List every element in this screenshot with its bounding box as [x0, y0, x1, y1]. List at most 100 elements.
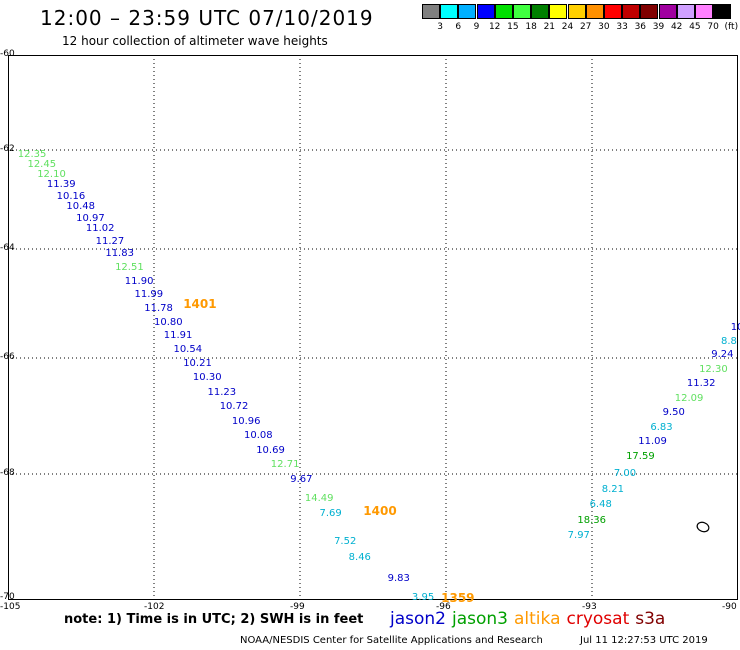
island-outline	[696, 521, 710, 533]
wave-height-value: 11.90	[124, 275, 154, 287]
wave-height-value: 10.97	[76, 213, 105, 225]
wave-height-value: 10.08	[244, 430, 273, 442]
wave-height-value: 7.52	[334, 536, 357, 548]
wave-height-value: 12.30	[699, 363, 728, 375]
map-subtitle: 12 hour collection of altimeter wave hei…	[62, 34, 328, 48]
wave-height-value: 12.10	[37, 168, 66, 180]
wave-height-value: 10.30	[192, 372, 222, 384]
longitude-label: -105	[0, 602, 21, 612]
longitude-label: -102	[144, 602, 165, 612]
wave-height-value: 11.99	[134, 289, 164, 301]
map-title: 12:00 – 23:59 UTC 07/10/2019	[40, 6, 374, 30]
wave-height-value: 7.97	[567, 530, 590, 541]
latitude-label: -62	[0, 144, 15, 154]
credit-text: NOAA/NESDIS Center for Satellite Applica…	[240, 635, 543, 646]
colorbar-label: 12	[488, 22, 501, 32]
colorbar-swatch	[713, 4, 732, 19]
wave-height-value: 11.32	[686, 378, 716, 390]
wave-height-value: 9.67	[290, 474, 313, 486]
colorbar-label: 9	[473, 22, 480, 32]
colorbar-label: 18	[525, 22, 537, 32]
wave-height-value: 10.72	[219, 401, 249, 413]
wave-height-value: 12.51	[115, 262, 144, 274]
wave-height-value: 10.48	[66, 200, 96, 212]
colorbar-swatch	[622, 4, 641, 19]
colorbar-label: 36	[634, 22, 647, 32]
wave-height-value: 6.48	[589, 499, 612, 510]
legend-jason2: jason2	[390, 609, 446, 629]
legend-s3a: s3a	[635, 609, 666, 629]
map-plot-area	[8, 55, 738, 600]
colorbar-swatch	[549, 4, 568, 19]
timestamp-text: Jul 11 12:27:53 UTC 2019	[580, 635, 708, 646]
wave-height-value: 11.09	[638, 436, 667, 448]
wave-height-value: 7.00	[613, 468, 637, 479]
colorbar-swatch	[567, 4, 586, 19]
wave-height-value: 10.54	[173, 343, 203, 355]
colorbar-label: 6	[455, 22, 462, 32]
colorbar-swatch	[585, 4, 604, 19]
wave-height-value: 10.16	[56, 191, 86, 203]
latitude-label: -64	[0, 243, 15, 253]
colorbar-label: 33	[616, 22, 628, 32]
colorbar-swatch	[513, 4, 531, 19]
legend-cryosat: cryosat	[566, 609, 630, 629]
longitude-label: -90	[722, 602, 737, 612]
wave-height-value: 9.83	[387, 573, 410, 585]
wave-height-value: 10	[730, 322, 740, 334]
colorbar-swatch	[422, 4, 440, 19]
colorbar-swatch	[658, 4, 677, 19]
colorbar-label: 21	[543, 22, 556, 32]
wave-height-value: 3.95	[411, 592, 435, 603]
wave-height-value: 8.46	[348, 551, 371, 563]
colorbar-swatch	[640, 4, 659, 19]
latitude-label: -66	[0, 352, 15, 362]
wave-height-value: 18.36	[577, 514, 607, 526]
wave-height-value: 8.8	[720, 335, 737, 347]
colorbar-label: 3	[437, 22, 443, 32]
wave-height-value: 10.69	[256, 444, 285, 456]
colorbar-swatch	[494, 4, 513, 19]
wave-height-value: 11.27	[95, 235, 125, 247]
pass-time-label: 1401	[183, 296, 217, 311]
wave-height-value: 10.96	[231, 415, 261, 427]
wave-height-value: 12.35	[17, 148, 47, 160]
satellite-legend: jason2 jason3 altika cryosat s3a	[390, 609, 671, 629]
colorbar-label: (ft)	[724, 22, 739, 32]
wave-height-value: 9.24	[711, 349, 734, 361]
wave-height-value: 12.09	[674, 392, 704, 404]
colorbar-swatch	[676, 4, 695, 19]
legend-altika: altika	[514, 609, 561, 629]
colorbar-swatch	[604, 4, 622, 19]
colorbar-label: 24	[561, 22, 574, 32]
wave-height-value: 12.71	[270, 459, 300, 471]
colorbar-swatch	[476, 4, 495, 19]
colorbar-label: 15	[507, 22, 519, 32]
wave-height-value: 11.39	[46, 178, 76, 190]
pass-time-label: 1400	[363, 504, 397, 519]
pass-time-label: 1359	[441, 591, 475, 605]
legend-jason3: jason3	[452, 609, 508, 629]
wave-height-value: 9.50	[662, 407, 685, 419]
latitude-label: -68	[0, 468, 15, 478]
wave-height-value: 10.21	[183, 357, 212, 369]
latitude-label: -70	[0, 592, 15, 602]
wave-height-value: 17.59	[626, 450, 655, 462]
colorbar-label: 27	[579, 22, 592, 32]
wave-height-value: 7.69	[319, 508, 342, 520]
colorbar-label: 39	[652, 22, 665, 32]
colorbar-swatch	[695, 4, 713, 19]
wave-height-value: 11.78	[144, 302, 173, 314]
wave-height-value: 11.23	[207, 386, 237, 398]
wave-height-value: 12.45	[27, 158, 57, 170]
map-border	[8, 55, 738, 600]
colorbar-label: 30	[598, 22, 610, 32]
colorbar-label: 70	[707, 22, 719, 32]
latitude-label: -60	[0, 49, 15, 59]
wave-height-value: 14.49	[304, 492, 334, 504]
colorbar-label: 42	[670, 22, 683, 32]
wave-height-value: 8.21	[601, 483, 624, 495]
wave-height-value: 11.02	[85, 223, 115, 235]
footer-note: note: 1) Time is in UTC; 2) SWH is in fe…	[64, 612, 364, 627]
longitude-label: -96	[436, 602, 451, 612]
